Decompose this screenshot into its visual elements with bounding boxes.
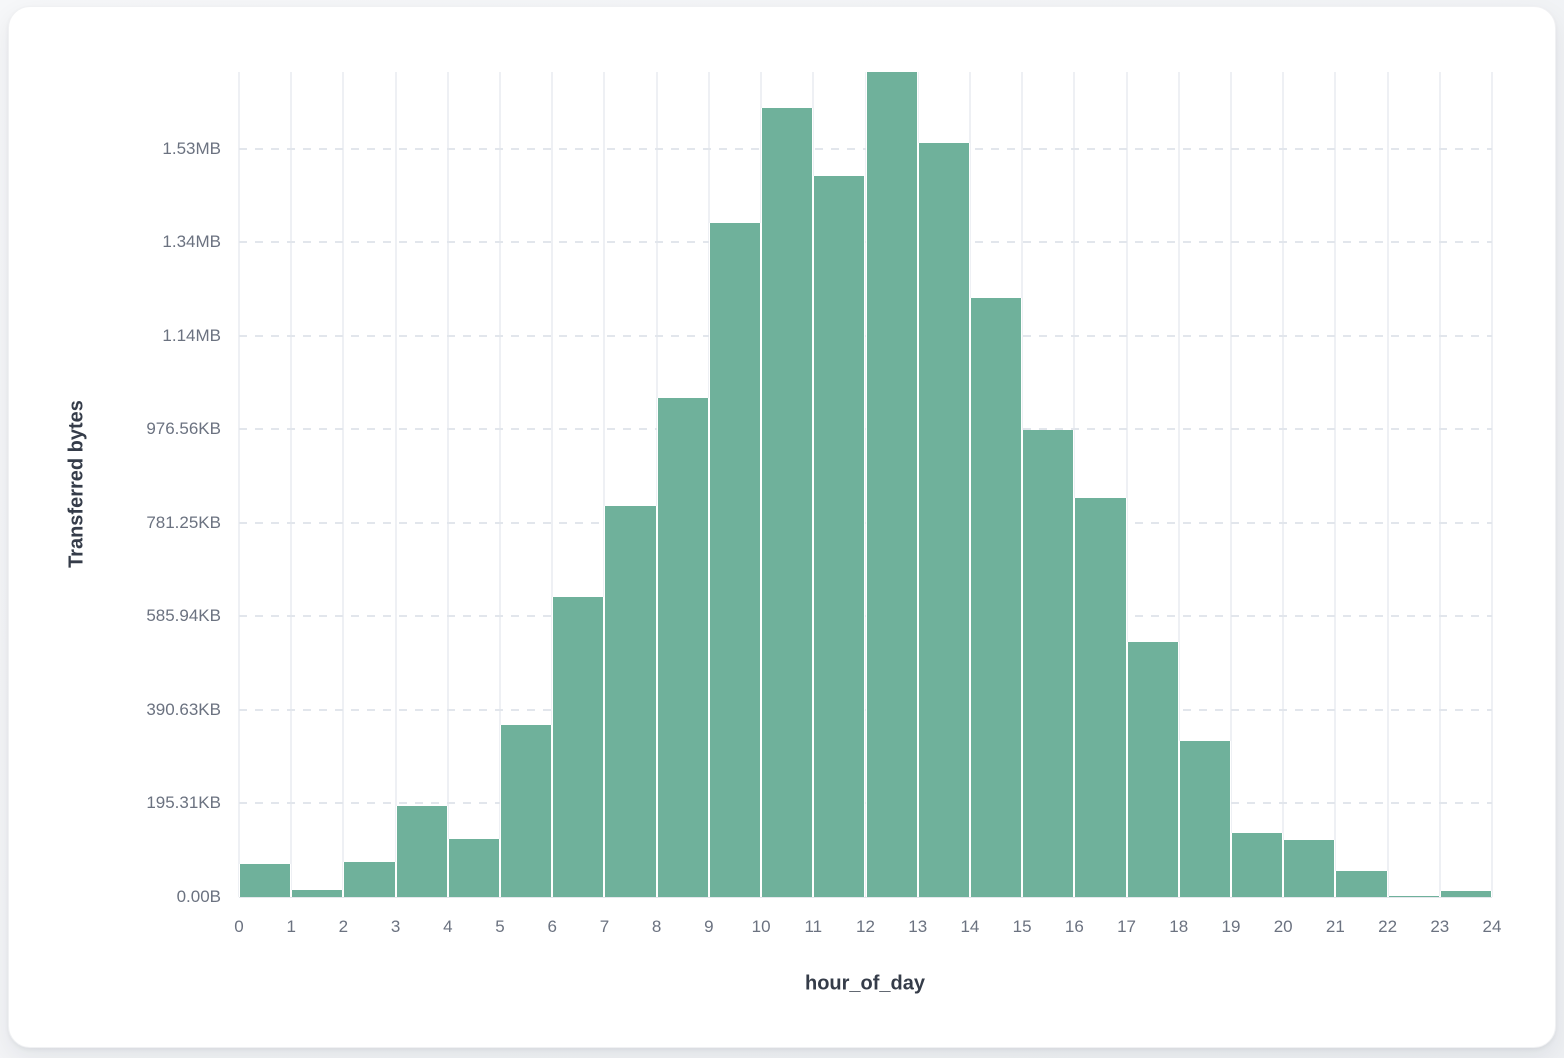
vertical-gridline bbox=[238, 72, 240, 897]
x-tick-label: 10 bbox=[751, 917, 771, 936]
vertical-gridline bbox=[1491, 72, 1493, 897]
y-tick-label: 585.94KB bbox=[146, 606, 221, 626]
vertical-gridline bbox=[1229, 72, 1232, 897]
vertical-gridline bbox=[499, 72, 502, 897]
histogram-bar-hour-7[interactable] bbox=[604, 505, 657, 897]
x-tick-label: 8 bbox=[651, 917, 662, 936]
y-tick-label: 1.53MB bbox=[162, 138, 221, 158]
vertical-gridline bbox=[394, 72, 397, 897]
y-axis-title: Transferred bytes bbox=[65, 400, 88, 568]
x-tick-label: 19 bbox=[1221, 917, 1241, 936]
x-tick-label: 12 bbox=[856, 917, 875, 936]
vertical-gridline bbox=[446, 72, 449, 897]
histogram-bar-hour-20[interactable] bbox=[1283, 839, 1336, 897]
x-tick-label: 15 bbox=[1012, 917, 1032, 936]
y-tick-label: 781.25KB bbox=[146, 512, 221, 532]
x-tick-label: 5 bbox=[495, 917, 505, 936]
vertical-gridline bbox=[290, 72, 293, 897]
x-axis-line bbox=[239, 896, 1492, 898]
histogram-bar-hour-3[interactable] bbox=[395, 805, 448, 897]
y-tick-label: 1.34MB bbox=[162, 232, 221, 252]
x-tick-label: 17 bbox=[1117, 917, 1136, 936]
histogram-bar-hour-19[interactable] bbox=[1230, 832, 1284, 897]
vertical-gridline bbox=[603, 72, 606, 897]
x-tick-label: 14 bbox=[960, 917, 980, 936]
histogram-bar-hour-1[interactable] bbox=[291, 890, 344, 897]
vertical-gridline bbox=[1334, 72, 1337, 897]
x-tick-label: 4 bbox=[443, 917, 453, 936]
x-tick-label: 0 bbox=[234, 917, 244, 936]
x-tick-label: 20 bbox=[1273, 917, 1293, 936]
histogram-bar-hour-17[interactable] bbox=[1126, 641, 1179, 897]
x-tick-label: 2 bbox=[338, 917, 349, 936]
histogram-bar-hour-5[interactable] bbox=[500, 724, 553, 897]
x-tick-label: 6 bbox=[547, 917, 557, 936]
y-tick-label: 976.56KB bbox=[146, 419, 221, 439]
x-tick-label: 13 bbox=[908, 917, 928, 936]
histogram-bar-hour-11[interactable] bbox=[813, 176, 866, 897]
histogram-bar-hour-22[interactable] bbox=[1387, 895, 1440, 897]
x-tick-label: 1 bbox=[286, 917, 296, 936]
histogram-bar-hour-16[interactable] bbox=[1074, 497, 1127, 897]
x-tick-label: 3 bbox=[390, 917, 401, 936]
chart-card: 0.00B 195.31KB 390.63KB 585.94KB 781.25KB 976… bbox=[8, 6, 1556, 1048]
x-tick-label: 7 bbox=[599, 917, 610, 936]
y-tick-label: 195.31KB bbox=[146, 793, 221, 813]
histogram-bar-hour-6[interactable] bbox=[552, 596, 605, 897]
vertical-gridline bbox=[1438, 72, 1441, 897]
vertical-gridline bbox=[1282, 72, 1285, 897]
x-tick-label: 11 bbox=[804, 917, 823, 936]
x-tick-label: 16 bbox=[1064, 917, 1084, 936]
histogram-bar-hour-23[interactable] bbox=[1439, 891, 1492, 897]
x-tick-label: 21 bbox=[1325, 917, 1345, 936]
histogram-bar-hour-2[interactable] bbox=[343, 861, 396, 897]
x-tick-label: 22 bbox=[1378, 917, 1398, 936]
histogram-bar-hour-12[interactable] bbox=[865, 72, 918, 897]
y-tick-label: 390.63KB bbox=[146, 699, 221, 719]
vertical-gridline bbox=[1177, 72, 1180, 897]
y-tick-label: 1.14MB bbox=[162, 325, 221, 345]
vertical-gridline bbox=[1125, 72, 1128, 897]
x-tick-label: 23 bbox=[1430, 917, 1450, 936]
vertical-gridline bbox=[551, 72, 554, 897]
y-tick-label: 0.00B bbox=[176, 887, 221, 906]
histogram-bar-hour-9[interactable] bbox=[708, 223, 762, 897]
histogram-bar-hour-10[interactable] bbox=[761, 108, 814, 897]
x-tick-label: 24 bbox=[1482, 917, 1502, 936]
x-tick-label: 18 bbox=[1169, 917, 1189, 936]
x-axis-title: hour_of_day bbox=[804, 972, 926, 995]
histogram-bar-hour-18[interactable] bbox=[1178, 740, 1231, 897]
histogram-bar-hour-15[interactable] bbox=[1022, 430, 1075, 897]
histogram-bar-hour-21[interactable] bbox=[1335, 870, 1388, 897]
vertical-gridline bbox=[342, 72, 345, 897]
histogram-bar-hour-0[interactable] bbox=[239, 863, 292, 897]
histogram-bar-hour-13[interactable] bbox=[917, 143, 970, 897]
vertical-gridline bbox=[1073, 72, 1076, 897]
histogram-bar-hour-14[interactable] bbox=[969, 298, 1023, 897]
histogram-bar-hour-4[interactable] bbox=[447, 838, 501, 897]
vertical-gridline bbox=[1386, 72, 1389, 897]
x-tick-label: 9 bbox=[704, 917, 714, 936]
plot-area bbox=[238, 72, 1493, 898]
histogram-bar-hour-8[interactable] bbox=[656, 398, 709, 897]
